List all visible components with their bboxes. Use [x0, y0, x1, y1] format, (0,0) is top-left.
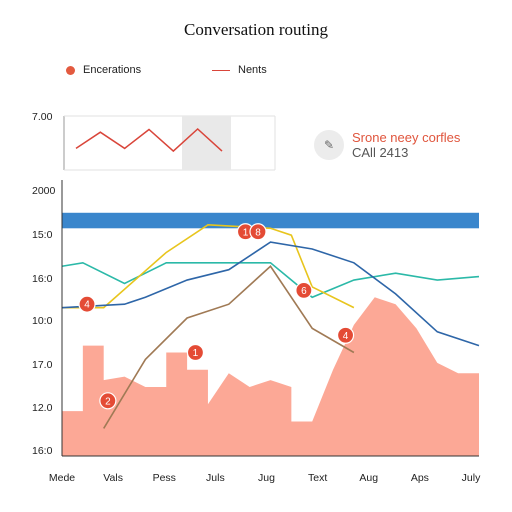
y-tick-label: 16:0 — [32, 273, 53, 285]
x-tick-label: Aps — [411, 472, 429, 484]
note-callout: ✎ Srone neey corfles CAll 2413 — [314, 130, 460, 160]
y-tick-label: 16:0 — [32, 445, 53, 457]
highlight-band — [62, 212, 479, 229]
y-tick-label: 10:0 — [32, 315, 53, 327]
marker-label-5: 6 — [301, 286, 307, 297]
marker-label-3: 1 — [243, 227, 249, 238]
tag-icon: ✎ — [314, 130, 344, 160]
y-tick-label: 12.0 — [32, 402, 53, 414]
marker-label-2: 2 — [105, 396, 111, 407]
y-tick-label: 15:0 — [32, 229, 53, 241]
marker-4 — [249, 223, 267, 241]
legend-dot-icon — [66, 65, 75, 75]
x-tick-label: Mede — [49, 472, 75, 484]
chart-title: Conversation routing — [183, 20, 328, 39]
marker-label-4: 8 — [255, 227, 261, 238]
note-line-2: CAll 2413 — [352, 145, 409, 160]
legend-item-nents: Nents — [212, 64, 267, 76]
x-tick-label: July — [462, 472, 481, 484]
legend-item-encerations: Encerations — [66, 64, 141, 76]
series-line-3 — [103, 265, 355, 429]
marker-1 — [186, 343, 205, 362]
inset-y-tick-label: 7.00 — [32, 111, 53, 123]
x-tick-label: Juls — [206, 472, 225, 484]
x-tick-label: Aug — [359, 472, 378, 484]
note-line-1: Srone neey corfles — [352, 130, 461, 145]
x-tick-label: Pess — [153, 472, 176, 484]
inset-shaded-region — [182, 116, 231, 170]
legend-label: Encerations — [83, 64, 142, 76]
x-tick-label: Jug — [258, 472, 275, 484]
marker-label-0: 4 — [84, 300, 90, 311]
marker-label-6: 4 — [343, 331, 349, 342]
area-series — [62, 297, 479, 456]
series-line-2 — [61, 241, 480, 347]
series-line-0 — [61, 261, 480, 299]
legend-label: Nents — [238, 64, 267, 76]
marker-label-1: 1 — [193, 348, 199, 359]
marker-0 — [78, 295, 96, 313]
marker-6 — [336, 326, 355, 344]
y-tick-label: 2000 — [32, 185, 56, 197]
inset-line — [75, 127, 223, 153]
y-tick-label: 17.0 — [32, 359, 53, 371]
legend-line-icon — [212, 69, 230, 71]
marker-5 — [295, 281, 313, 299]
marker-2 — [99, 392, 117, 410]
x-tick-label: Vals — [103, 472, 123, 484]
x-tick-label: Text — [308, 472, 327, 484]
